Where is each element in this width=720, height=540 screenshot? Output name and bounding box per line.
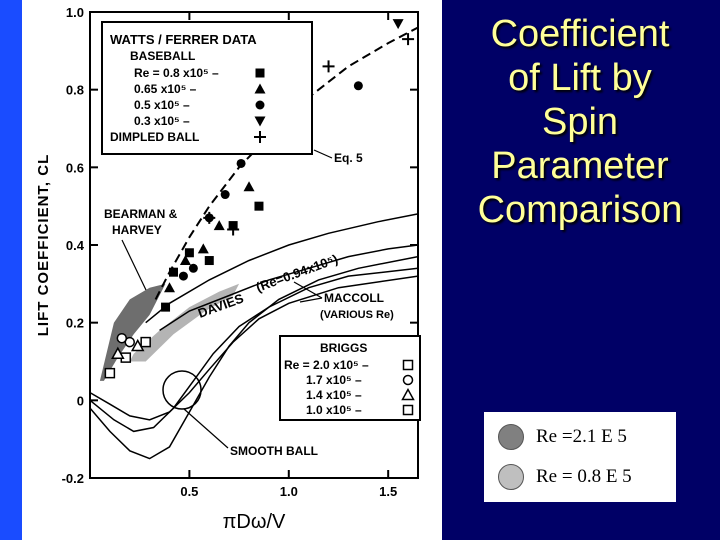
y-tick-label: 0.2 xyxy=(66,316,84,331)
annotation-maccoll-sub: (VARIOUS Re) xyxy=(320,309,394,321)
curve-eq5 xyxy=(154,26,419,300)
annotation-harvey: HARVEY xyxy=(112,223,162,237)
leader-bearman xyxy=(121,239,147,291)
inset-legend-marker xyxy=(402,359,414,371)
legend-box: Re =2.1 E 5 Re = 0.8 E 5 xyxy=(484,412,676,502)
x-tick-label: 0.5 xyxy=(180,484,198,499)
y-tick-label: -0.2 xyxy=(62,471,84,486)
data-point xyxy=(188,263,198,273)
legend-swatch-dark xyxy=(498,424,524,450)
data-point xyxy=(111,346,125,359)
data-point xyxy=(164,282,176,293)
data-point xyxy=(130,338,145,352)
inset-legend-marker xyxy=(255,100,265,110)
data-point xyxy=(204,256,214,266)
data-point xyxy=(220,190,230,200)
inset-legend-marker xyxy=(255,68,265,78)
data-point xyxy=(197,243,209,254)
accent-strip xyxy=(0,0,22,540)
x-tick-label: 1.5 xyxy=(379,484,397,499)
lift-coefficient-chart: -0.2 0 0.2 0.4 0.6 0.8 1.0 0.5 1.0 1.5 LIFT COEFFI… xyxy=(35,5,421,533)
inset-legend-row: 1.7 x10⁵ – xyxy=(306,373,362,387)
inset-legend-row: DIMPLED BALL xyxy=(110,130,199,144)
data-point xyxy=(353,81,363,91)
band-davies xyxy=(129,283,240,362)
data-point xyxy=(203,211,216,224)
slide-title-line: Parameter xyxy=(491,145,669,187)
curve-maccoll-1 xyxy=(145,213,419,324)
data-point xyxy=(322,60,335,73)
legend-label: Re =2.1 E 5 xyxy=(536,426,627,447)
legend-swatch-light xyxy=(498,464,524,490)
slide-title-line: of Lift by xyxy=(508,57,652,99)
leader-eq5 xyxy=(313,149,333,159)
slide-title-line: Comparison xyxy=(477,189,683,231)
legend-item-re-0-8: Re = 0.8 E 5 xyxy=(498,462,632,492)
smooth-ball-circle xyxy=(162,370,202,410)
data-point xyxy=(227,223,240,236)
data-point xyxy=(184,248,194,258)
annotation-eq5: Eq. 5 xyxy=(334,151,363,165)
inset-legend-marker xyxy=(254,116,266,127)
curve-smooth-1 xyxy=(89,255,419,460)
inset-legend-marker xyxy=(401,387,415,401)
inset-legend-row: Re = 2.0 x10⁵ – xyxy=(284,358,369,372)
leader-smooth xyxy=(183,408,229,449)
inset-legend-marker xyxy=(254,131,266,143)
data-point xyxy=(392,19,404,30)
inset-legend-marker xyxy=(402,374,414,386)
data-point xyxy=(116,332,128,344)
data-point xyxy=(213,220,225,231)
leader-maccoll xyxy=(299,297,323,303)
y-tick-label: 0.6 xyxy=(66,160,84,175)
data-point xyxy=(178,271,188,281)
x-tick-label: 1.0 xyxy=(280,484,298,499)
annotation-davies-re: (Re=0.94x10⁵) xyxy=(254,251,340,294)
legend-item-re-2-1: Re =2.1 E 5 xyxy=(498,422,627,452)
legend-label: Re = 0.8 E 5 xyxy=(536,466,632,487)
inset-legend-row: Re = 0.8 x10⁵ – xyxy=(134,66,219,80)
data-point xyxy=(236,158,246,168)
inset-legend-bottom xyxy=(279,335,421,421)
data-point xyxy=(104,367,116,379)
data-point xyxy=(243,181,255,192)
inset-legend-title: BRIGGS xyxy=(320,341,367,355)
inset-legend-marker xyxy=(402,404,414,416)
inset-legend-row: 1.0 x10⁵ – xyxy=(306,403,362,417)
y-axis-label: LIFT COEFFICIENT, CL xyxy=(35,154,52,337)
curve-smooth-2 xyxy=(89,267,419,433)
annotation-smooth: SMOOTH BALL xyxy=(230,444,318,458)
leader-maccoll xyxy=(293,281,323,299)
curve-maccoll-2 xyxy=(159,244,419,332)
annotation-bearman: BEARMAN & xyxy=(104,207,178,221)
slide-title: Coefficient of Lift by Spin Parameter Compar… xyxy=(448,12,712,232)
inset-legend-row: 0.3 x10⁵ – xyxy=(134,114,190,128)
y-tick-label: 0.4 xyxy=(66,238,85,253)
inset-legend-title: WATTS / FERRER DATA xyxy=(110,32,257,47)
figure-scan: -0.2 0 0.2 0.4 0.6 0.8 1.0 0.5 1.0 1.5 LIFT COEFFI… xyxy=(22,0,442,540)
inset-legend-marker xyxy=(254,83,266,94)
data-point xyxy=(140,336,151,348)
y-tick-label: 0.8 xyxy=(66,83,84,98)
inset-legend-top xyxy=(101,21,313,155)
data-point xyxy=(402,33,415,46)
data-point xyxy=(179,255,191,266)
inset-legend-subtitle: BASEBALL xyxy=(130,49,195,63)
inset-legend-row: 1.4 x10⁵ – xyxy=(306,388,362,402)
slide-title-line: Spin xyxy=(541,101,619,143)
data-point xyxy=(254,201,264,211)
y-tick-label: 0 xyxy=(77,393,84,408)
annotation-maccoll: MACCOLL xyxy=(324,291,384,305)
data-point xyxy=(168,267,178,277)
inset-legend-row: 0.65 x10⁵ – xyxy=(134,82,197,96)
y-tick-label: 1.0 xyxy=(66,5,84,20)
inset-legend-row: 0.5 x10⁵ – xyxy=(134,98,190,112)
data-point xyxy=(161,302,171,312)
slide-title-line: Coefficient xyxy=(490,13,670,55)
x-axis-label: πDω/V xyxy=(223,511,286,533)
